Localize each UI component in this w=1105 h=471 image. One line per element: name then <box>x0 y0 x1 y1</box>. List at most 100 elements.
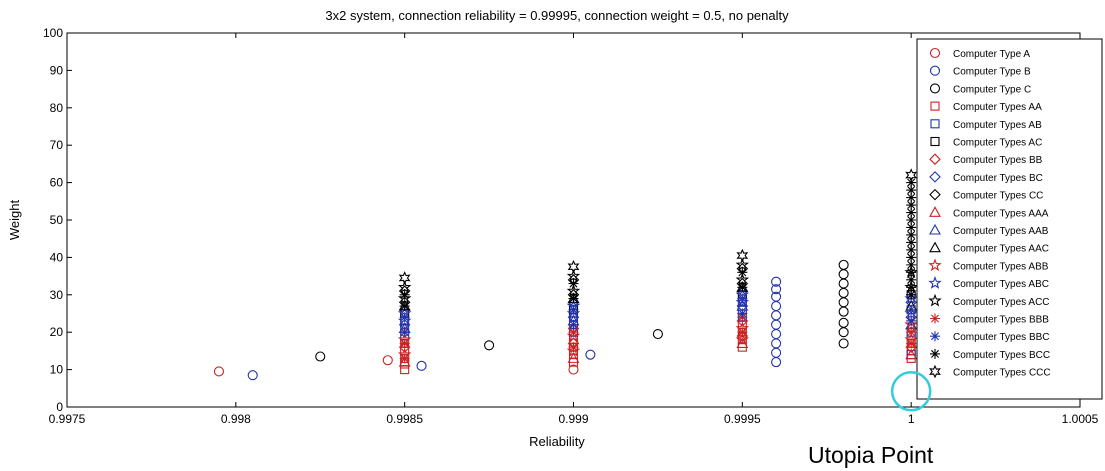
data-point <box>906 304 917 315</box>
data-point <box>568 327 579 338</box>
data-point <box>397 313 412 327</box>
legend-marker <box>929 188 941 201</box>
legend-marker <box>929 171 941 183</box>
data-point <box>567 352 580 363</box>
data-point <box>566 306 581 320</box>
data-point <box>652 329 663 340</box>
legend-label: Computer Types BC <box>953 173 1043 184</box>
data-point <box>735 272 750 286</box>
x-tick-label: 0.9995 <box>724 412 761 426</box>
legend-marker <box>929 153 941 165</box>
x-tick-label: 0.999 <box>558 412 588 426</box>
data-point <box>906 244 917 255</box>
legend-label: Computer Type A <box>953 49 1030 60</box>
data-point <box>736 330 749 342</box>
legend-label: Computer Types ACC <box>953 297 1050 308</box>
legend-marker <box>930 136 940 147</box>
data-point <box>737 282 748 293</box>
data-point <box>905 341 917 353</box>
x-axis-label: Reliability <box>529 434 585 449</box>
data-point <box>735 257 750 271</box>
data-point <box>771 291 782 302</box>
legend-marker <box>930 331 940 342</box>
data-point <box>566 269 581 282</box>
data-point <box>398 341 411 353</box>
data-point <box>568 293 579 304</box>
data-point <box>568 342 579 353</box>
data-point <box>399 353 410 364</box>
data-point <box>906 207 917 218</box>
x-tick-label: 0.998 <box>221 412 251 426</box>
data-point <box>399 312 410 323</box>
y-tick-label: 100 <box>43 26 63 40</box>
data-point <box>906 200 917 211</box>
legend-marker <box>928 293 942 307</box>
data-point <box>568 304 579 315</box>
data-point <box>906 237 917 248</box>
data-point <box>585 349 596 360</box>
data-point <box>771 276 782 287</box>
data-point <box>906 282 917 293</box>
data-point <box>838 259 849 270</box>
legend-marker <box>929 364 941 379</box>
data-point <box>568 278 579 289</box>
data-point <box>904 291 918 305</box>
chart-title: 3x2 system, connection reliability = 0.9… <box>325 8 789 23</box>
legend-label: Computer Types AAB <box>953 226 1049 237</box>
legend-label: Computer Types BBC <box>953 332 1050 343</box>
data-point <box>904 306 918 320</box>
data-point <box>484 340 495 351</box>
legend-label: Computer Type B <box>953 67 1031 78</box>
legend-label: Computer Types CCC <box>953 368 1051 379</box>
y-tick-label: 0 <box>56 400 63 414</box>
legend-label: Computer Types BB <box>953 155 1043 166</box>
legend-box <box>916 38 1103 400</box>
data-point <box>397 291 412 305</box>
data-point <box>838 338 849 349</box>
data-point <box>906 192 917 203</box>
y-tick-label: 50 <box>50 213 64 227</box>
legend-marker <box>929 65 941 76</box>
legend-marker <box>929 241 941 253</box>
data-point <box>906 338 917 349</box>
data-point <box>906 267 917 278</box>
x-tick-label: 0.9985 <box>386 412 423 426</box>
legend-label: Computer Types AAA <box>953 208 1049 219</box>
data-point <box>735 332 750 346</box>
data-point <box>906 259 917 270</box>
data-point <box>399 289 410 300</box>
y-tick-label: 10 <box>50 363 64 377</box>
legend-marker <box>930 348 940 359</box>
y-tick-label: 30 <box>50 288 64 302</box>
legend-marker <box>930 101 940 111</box>
data-point <box>737 293 748 304</box>
data-point <box>906 252 917 263</box>
axis-ticks: 0.9975 0.998 0.9985 0.999 0.9995 1 1.0005 0 10 20… <box>43 26 1099 426</box>
data-point <box>737 267 748 278</box>
data-point <box>566 328 581 342</box>
data-point <box>906 215 917 225</box>
data-point <box>399 338 410 349</box>
data-point <box>568 364 579 375</box>
y-tick-label: 40 <box>50 250 64 264</box>
data-point <box>382 355 393 366</box>
data-point <box>399 301 410 312</box>
legend-label: Computer Types CC <box>953 191 1043 202</box>
legend-marker <box>930 313 940 324</box>
legend-marker <box>928 258 942 272</box>
data-point <box>771 284 782 295</box>
x-tick-label: 1 <box>908 412 915 426</box>
legend-label: Computer Type C <box>953 84 1031 95</box>
legend-label: Computer Types AA <box>953 102 1042 113</box>
legend-label: Computer Types AAC <box>953 244 1049 255</box>
data-point <box>247 370 258 381</box>
x-tick-label: 1.0005 <box>1062 412 1099 426</box>
y-axis-label: Weight <box>7 200 22 241</box>
data-point <box>905 348 918 360</box>
legend-marker <box>929 223 941 235</box>
legend-marker <box>929 47 941 59</box>
data-point <box>416 360 427 371</box>
data-point <box>906 327 917 338</box>
legend-label: Computer Types BCC <box>953 350 1050 361</box>
